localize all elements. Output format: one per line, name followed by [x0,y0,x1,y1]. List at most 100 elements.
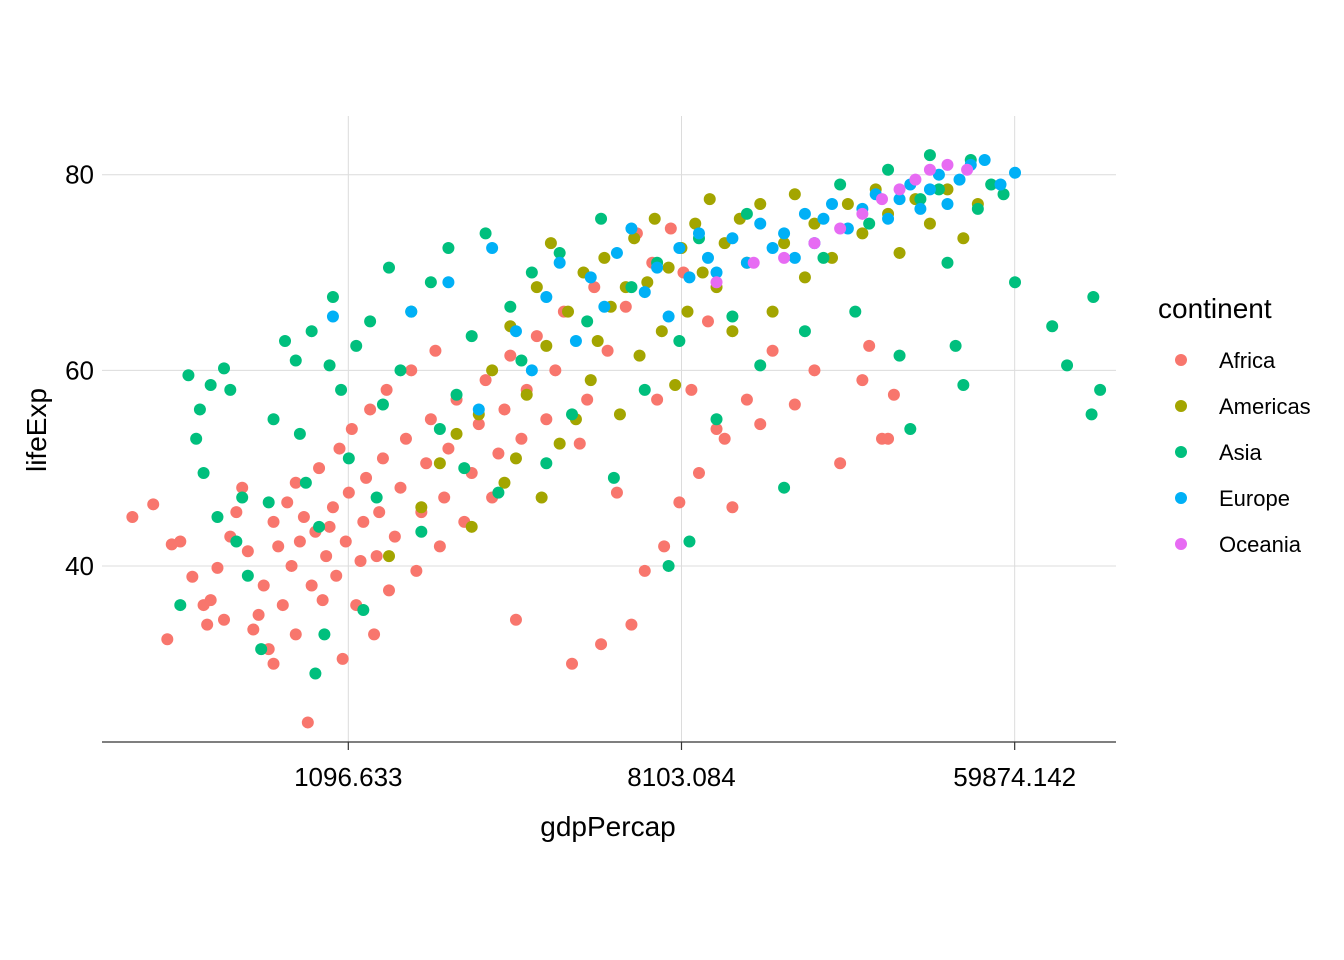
data-point [405,364,418,377]
data-point [710,276,723,289]
data-point [357,603,370,616]
data-point [382,261,395,274]
legend-key [1175,492,1187,504]
data-point [326,310,339,323]
data-point [598,251,611,264]
x-tick-label: 8103.084 [627,762,735,792]
data-point [382,584,395,597]
series-africa [126,222,900,729]
legend-entries: Africa Americas Asia Europe Oceania [1175,348,1311,557]
data-point [610,486,623,499]
legend: continent Africa Americas Asia Europe Oceani… [1158,293,1311,557]
data-point [673,496,686,509]
legend-key [1175,400,1187,412]
data-point [326,501,339,514]
series-europe [326,154,1022,416]
legend-title: continent [1158,293,1272,324]
data-point [285,559,298,572]
data-point [778,227,791,240]
data-point [360,471,373,484]
data-point [415,525,428,538]
data-point [520,388,533,401]
data-point [638,564,651,577]
data-point [465,330,478,343]
data-point [798,271,811,284]
data-point [601,344,614,357]
data-point [856,374,869,387]
data-point [190,432,203,445]
data-point [370,550,383,563]
data-point [689,217,702,230]
legend-item-americas: Americas [1175,394,1311,419]
data-point [625,618,638,631]
data-point [204,594,217,607]
data-point [673,334,686,347]
series-asia [174,149,1107,680]
data-point [662,559,675,572]
data-point [289,354,302,367]
data-point [726,310,739,323]
data-point [633,349,646,362]
x-axis-title: gdpPercap [540,811,675,842]
data-point [442,276,455,289]
legend-label: Americas [1219,394,1311,419]
data-point [267,413,280,426]
data-point [201,618,214,631]
data-points [126,149,1107,729]
data-point [382,550,395,563]
data-point [562,305,575,318]
data-point [364,403,377,416]
data-point [658,540,671,553]
data-point [662,261,675,274]
data-point [299,476,312,489]
data-point [953,173,966,186]
data-point [335,383,348,396]
data-point [370,491,383,504]
data-point [718,432,731,445]
data-point [766,242,779,255]
data-point [530,281,543,294]
data-point [197,467,210,480]
data-point [893,246,906,259]
data-point [581,393,594,406]
data-point [887,388,900,401]
data-point [683,535,696,548]
data-point [726,501,739,514]
data-point [798,325,811,338]
data-point [662,310,675,323]
data-point [267,515,280,528]
data-point [957,232,970,245]
y-axis-title: lifeExp [21,388,52,472]
data-point [961,163,974,176]
data-point [914,193,927,206]
data-point [863,217,876,230]
data-point [479,374,492,387]
data-point [394,481,407,494]
data-point [472,418,485,431]
data-point [420,457,433,470]
data-point [726,325,739,338]
data-point [509,325,522,338]
data-point [530,330,543,343]
data-point [388,530,401,543]
data-point [549,364,562,377]
data-point [293,427,306,440]
data-point [778,481,791,494]
data-point [357,515,370,528]
data-point [492,486,505,499]
data-point [424,413,437,426]
data-point [941,183,954,196]
y-tick-label: 80 [65,160,94,190]
data-point [798,207,811,220]
data-point [834,178,847,191]
data-point [509,613,522,626]
data-point [450,388,463,401]
data-point [247,623,260,636]
data-point [1009,166,1022,179]
data-point [305,325,318,338]
data-point [450,427,463,440]
data-point [932,183,945,196]
legend-item-oceania: Oceania [1175,532,1302,557]
data-point [182,369,195,382]
